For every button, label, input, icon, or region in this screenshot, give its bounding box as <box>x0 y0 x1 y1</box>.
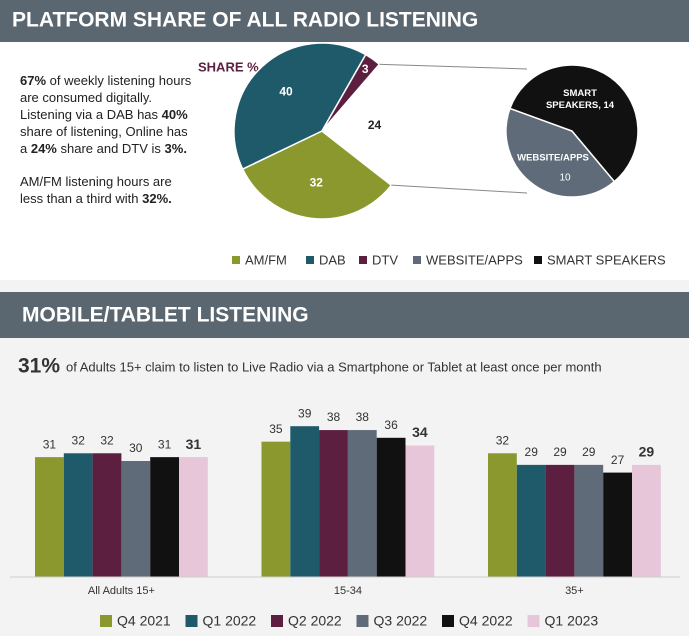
bar <box>63 453 93 577</box>
slice-label: 32 <box>310 176 324 190</box>
value-label: 31 <box>158 437 172 451</box>
legend-swatch <box>534 256 542 264</box>
legend-label: Q1 2023 <box>545 613 599 629</box>
value-label: 32 <box>72 433 86 447</box>
legend-swatch <box>306 256 314 264</box>
value-label: 29 <box>639 444 655 460</box>
legend-label: Q4 2021 <box>117 613 171 629</box>
legend-label: DAB <box>319 252 346 267</box>
bar <box>376 437 406 577</box>
headline-value: 31% <box>18 355 60 378</box>
summary: 67% of weekly listening hours are consum… <box>20 72 195 223</box>
value-label: 29 <box>582 445 596 459</box>
value-label: 35 <box>269 422 283 436</box>
connector <box>391 184 528 194</box>
legend-label: SMART SPEAKERS <box>547 252 666 267</box>
x-tick-label: 15-34 <box>334 585 362 597</box>
slice-label: 24 <box>368 118 382 132</box>
legend-label: Q3 2022 <box>374 613 428 629</box>
pie-slice <box>320 63 411 187</box>
legend-swatch <box>359 256 367 264</box>
legend-swatch <box>185 615 198 627</box>
value-label: 31 <box>43 437 57 451</box>
secondary-value-label: SMART SPEAKERS, 14 <box>545 88 615 111</box>
value-label: 36 <box>384 418 398 432</box>
pie-title: SHARE % <box>198 59 259 74</box>
bar <box>574 464 604 577</box>
bar <box>121 461 151 577</box>
bar <box>488 453 517 577</box>
bar <box>35 457 64 577</box>
summary-run: share and DTV is <box>56 141 165 156</box>
bar <box>92 453 122 577</box>
legend-swatch <box>100 615 112 627</box>
bar <box>347 430 377 577</box>
section-band <box>0 292 689 338</box>
value-label: 38 <box>356 410 370 424</box>
legend-swatch <box>356 615 369 627</box>
bar <box>632 464 661 577</box>
summary-run: 32%. <box>142 191 172 206</box>
header-band <box>0 0 689 42</box>
legend-swatch <box>232 256 240 264</box>
legend-swatch <box>442 615 454 627</box>
summary-run: 40% <box>161 107 188 122</box>
secondary-slice <box>509 64 639 183</box>
secondary-category: WEBSITE/APPS <box>517 153 589 164</box>
legend-label: Q2 2022 <box>288 613 342 629</box>
summary-paragraph: AM/FM listening hours are less than a th… <box>20 173 195 207</box>
summary-run: of weekly listening hours are consumed d… <box>20 73 192 122</box>
summary-run: 24% <box>30 141 57 156</box>
value-label: 30 <box>129 441 143 455</box>
bar <box>545 464 575 577</box>
connector <box>379 63 528 70</box>
value-label: 29 <box>553 445 567 459</box>
bar <box>319 430 348 577</box>
pie-slice <box>233 42 367 171</box>
section-title: MOBILE/TABLET LISTENING <box>22 304 309 327</box>
summary-paragraph: 67% of weekly listening hours are consum… <box>20 72 195 157</box>
x-tick-label: 35+ <box>565 585 584 597</box>
bar <box>179 457 208 577</box>
summary-run: AM/FM listening hours are less than a th… <box>20 174 172 206</box>
value-label: 32 <box>496 433 510 447</box>
secondary-slice <box>505 107 616 198</box>
summary-run: 67% <box>20 73 47 88</box>
summary-run: 3%. <box>164 141 187 156</box>
legend-label: DTV <box>372 252 398 267</box>
secondary-value: 10 <box>559 173 571 184</box>
legend-swatch <box>527 615 540 627</box>
pie-slice <box>241 130 393 220</box>
value-label: 32 <box>100 433 114 447</box>
value-label: 38 <box>327 410 341 424</box>
bar <box>516 464 546 577</box>
legend-swatch <box>271 615 283 627</box>
legend-swatch <box>413 256 421 264</box>
value-label: 29 <box>525 445 539 459</box>
legend-label: Q4 2022 <box>459 613 513 629</box>
summary-run: share of listening, Online has a <box>20 124 188 156</box>
bar <box>290 426 320 577</box>
x-tick-label: All Adults 15+ <box>88 585 155 597</box>
headline-text: of Adults 15+ claim to listen to Live Ra… <box>66 359 602 374</box>
value-label: 39 <box>298 406 312 420</box>
bar <box>261 441 291 577</box>
bar <box>603 472 632 577</box>
value-label: 27 <box>611 453 625 467</box>
value-label: 31 <box>186 436 202 452</box>
bar <box>150 457 179 577</box>
legend-label: Q1 2022 <box>203 613 257 629</box>
legend-label: AM/FM <box>245 252 287 267</box>
header-title: PLATFORM SHARE OF ALL RADIO LISTENING <box>12 9 478 32</box>
legend-label: WEBSITE/APPS <box>426 252 523 267</box>
slice-label: 40 <box>279 84 293 98</box>
slice-label: 3 <box>362 62 369 76</box>
bar <box>405 445 435 577</box>
value-label: 34 <box>412 424 428 440</box>
